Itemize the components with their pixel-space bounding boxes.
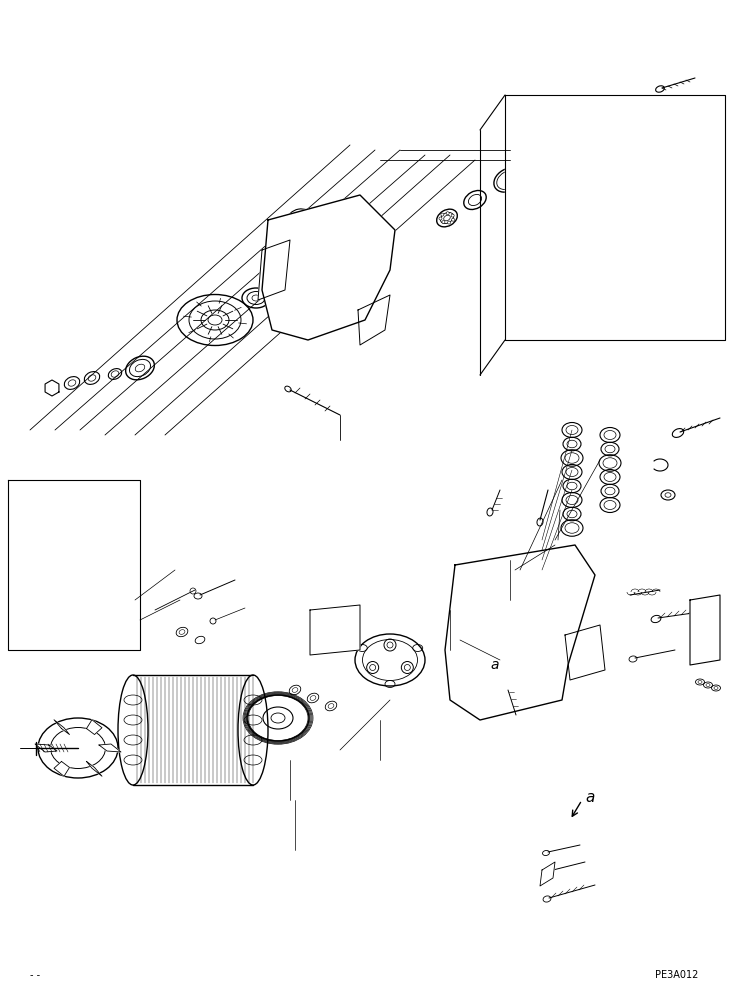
Polygon shape bbox=[86, 720, 102, 735]
Text: PE3A012: PE3A012 bbox=[655, 970, 698, 980]
Polygon shape bbox=[54, 720, 70, 735]
Polygon shape bbox=[540, 862, 555, 886]
Polygon shape bbox=[8, 480, 140, 650]
Polygon shape bbox=[86, 761, 102, 776]
Circle shape bbox=[446, 212, 449, 215]
Polygon shape bbox=[358, 295, 390, 345]
Polygon shape bbox=[45, 380, 59, 396]
Polygon shape bbox=[99, 744, 121, 752]
Polygon shape bbox=[505, 95, 725, 340]
Circle shape bbox=[452, 218, 454, 221]
Polygon shape bbox=[54, 761, 70, 776]
Polygon shape bbox=[258, 240, 290, 300]
Circle shape bbox=[448, 221, 451, 224]
Text: a: a bbox=[490, 658, 499, 672]
Polygon shape bbox=[445, 545, 595, 720]
Circle shape bbox=[452, 214, 454, 217]
Text: - -: - - bbox=[30, 970, 40, 980]
Circle shape bbox=[590, 146, 595, 150]
Circle shape bbox=[575, 128, 580, 133]
Polygon shape bbox=[35, 744, 57, 752]
Text: a: a bbox=[585, 790, 594, 806]
Circle shape bbox=[590, 134, 595, 139]
Polygon shape bbox=[565, 625, 605, 680]
Circle shape bbox=[439, 217, 442, 220]
Circle shape bbox=[561, 134, 566, 139]
Circle shape bbox=[442, 221, 445, 224]
Circle shape bbox=[561, 146, 566, 150]
Polygon shape bbox=[690, 595, 720, 665]
Polygon shape bbox=[310, 605, 360, 655]
Polygon shape bbox=[262, 195, 395, 340]
Circle shape bbox=[441, 213, 444, 216]
Circle shape bbox=[575, 151, 580, 156]
